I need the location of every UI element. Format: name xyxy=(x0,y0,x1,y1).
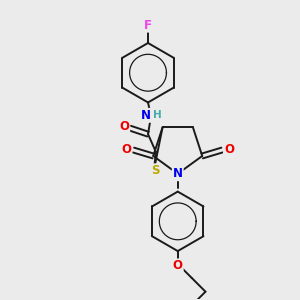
Text: S: S xyxy=(151,164,159,177)
Text: O: O xyxy=(224,142,234,155)
Text: F: F xyxy=(144,19,152,32)
Text: N: N xyxy=(173,167,183,180)
Text: N: N xyxy=(141,109,151,122)
Text: O: O xyxy=(173,260,183,272)
Text: O: O xyxy=(119,120,129,133)
Text: H: H xyxy=(153,110,161,120)
Text: O: O xyxy=(122,142,131,155)
